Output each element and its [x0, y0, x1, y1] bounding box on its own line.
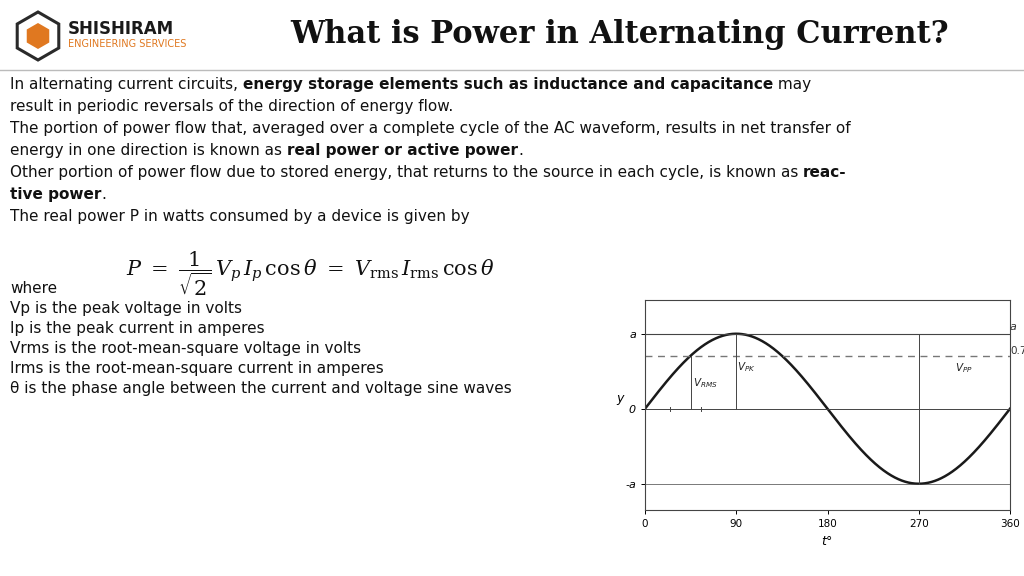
Text: $V_{PK}$: $V_{PK}$ [737, 360, 756, 374]
X-axis label: $t°$: $t°$ [821, 535, 834, 548]
Text: What is Power in Alternating Current?: What is Power in Alternating Current? [291, 20, 949, 51]
Text: Vrms is the root-mean-square voltage in volts: Vrms is the root-mean-square voltage in … [10, 341, 361, 356]
Text: may: may [773, 77, 811, 92]
Text: θ is the phase angle between the current and voltage sine waves: θ is the phase angle between the current… [10, 381, 512, 396]
Text: $V_{RMS}$: $V_{RMS}$ [693, 376, 718, 390]
Text: .: . [101, 187, 106, 202]
Text: tive power: tive power [10, 187, 101, 202]
Text: Ip is the peak current in amperes: Ip is the peak current in amperes [10, 321, 264, 336]
Text: reac-: reac- [803, 165, 847, 180]
Text: Other portion of power flow due to stored energy, that returns to the source in : Other portion of power flow due to store… [10, 165, 803, 180]
Text: In alternating current circuits,: In alternating current circuits, [10, 77, 243, 92]
Text: energy storage elements such as inductance and capacitance: energy storage elements such as inductan… [243, 77, 773, 92]
Text: The portion of power flow that, averaged over a complete cycle of the AC wavefor: The portion of power flow that, averaged… [10, 121, 851, 136]
Text: The real power P in watts consumed by a device is given by: The real power P in watts consumed by a … [10, 209, 470, 224]
Text: real power or active power: real power or active power [287, 143, 518, 158]
Text: $P\ =\ \dfrac{1}{\sqrt{2}}\,V_p\,I_p\,\cos\theta\ =\ V_{\rm rms}\,I_{\rm rms}\,\: $P\ =\ \dfrac{1}{\sqrt{2}}\,V_p\,I_p\,\c… [126, 249, 495, 298]
Text: SHISHIRAM: SHISHIRAM [68, 20, 174, 38]
Text: 0.707a: 0.707a [1010, 346, 1024, 356]
Text: energy in one direction is known as: energy in one direction is known as [10, 143, 287, 158]
Text: Vp is the peak voltage in volts: Vp is the peak voltage in volts [10, 301, 242, 316]
Text: ENGINEERING SERVICES: ENGINEERING SERVICES [68, 39, 186, 49]
Polygon shape [27, 23, 49, 49]
Text: $V_{PP}$: $V_{PP}$ [955, 361, 973, 375]
Text: a: a [1010, 322, 1017, 332]
Text: .: . [518, 143, 522, 158]
Y-axis label: y: y [615, 392, 624, 405]
Text: Irms is the root-mean-square current in amperes: Irms is the root-mean-square current in … [10, 361, 384, 376]
Text: where: where [10, 281, 57, 296]
Text: result in periodic reversals of the direction of energy flow.: result in periodic reversals of the dire… [10, 99, 454, 114]
